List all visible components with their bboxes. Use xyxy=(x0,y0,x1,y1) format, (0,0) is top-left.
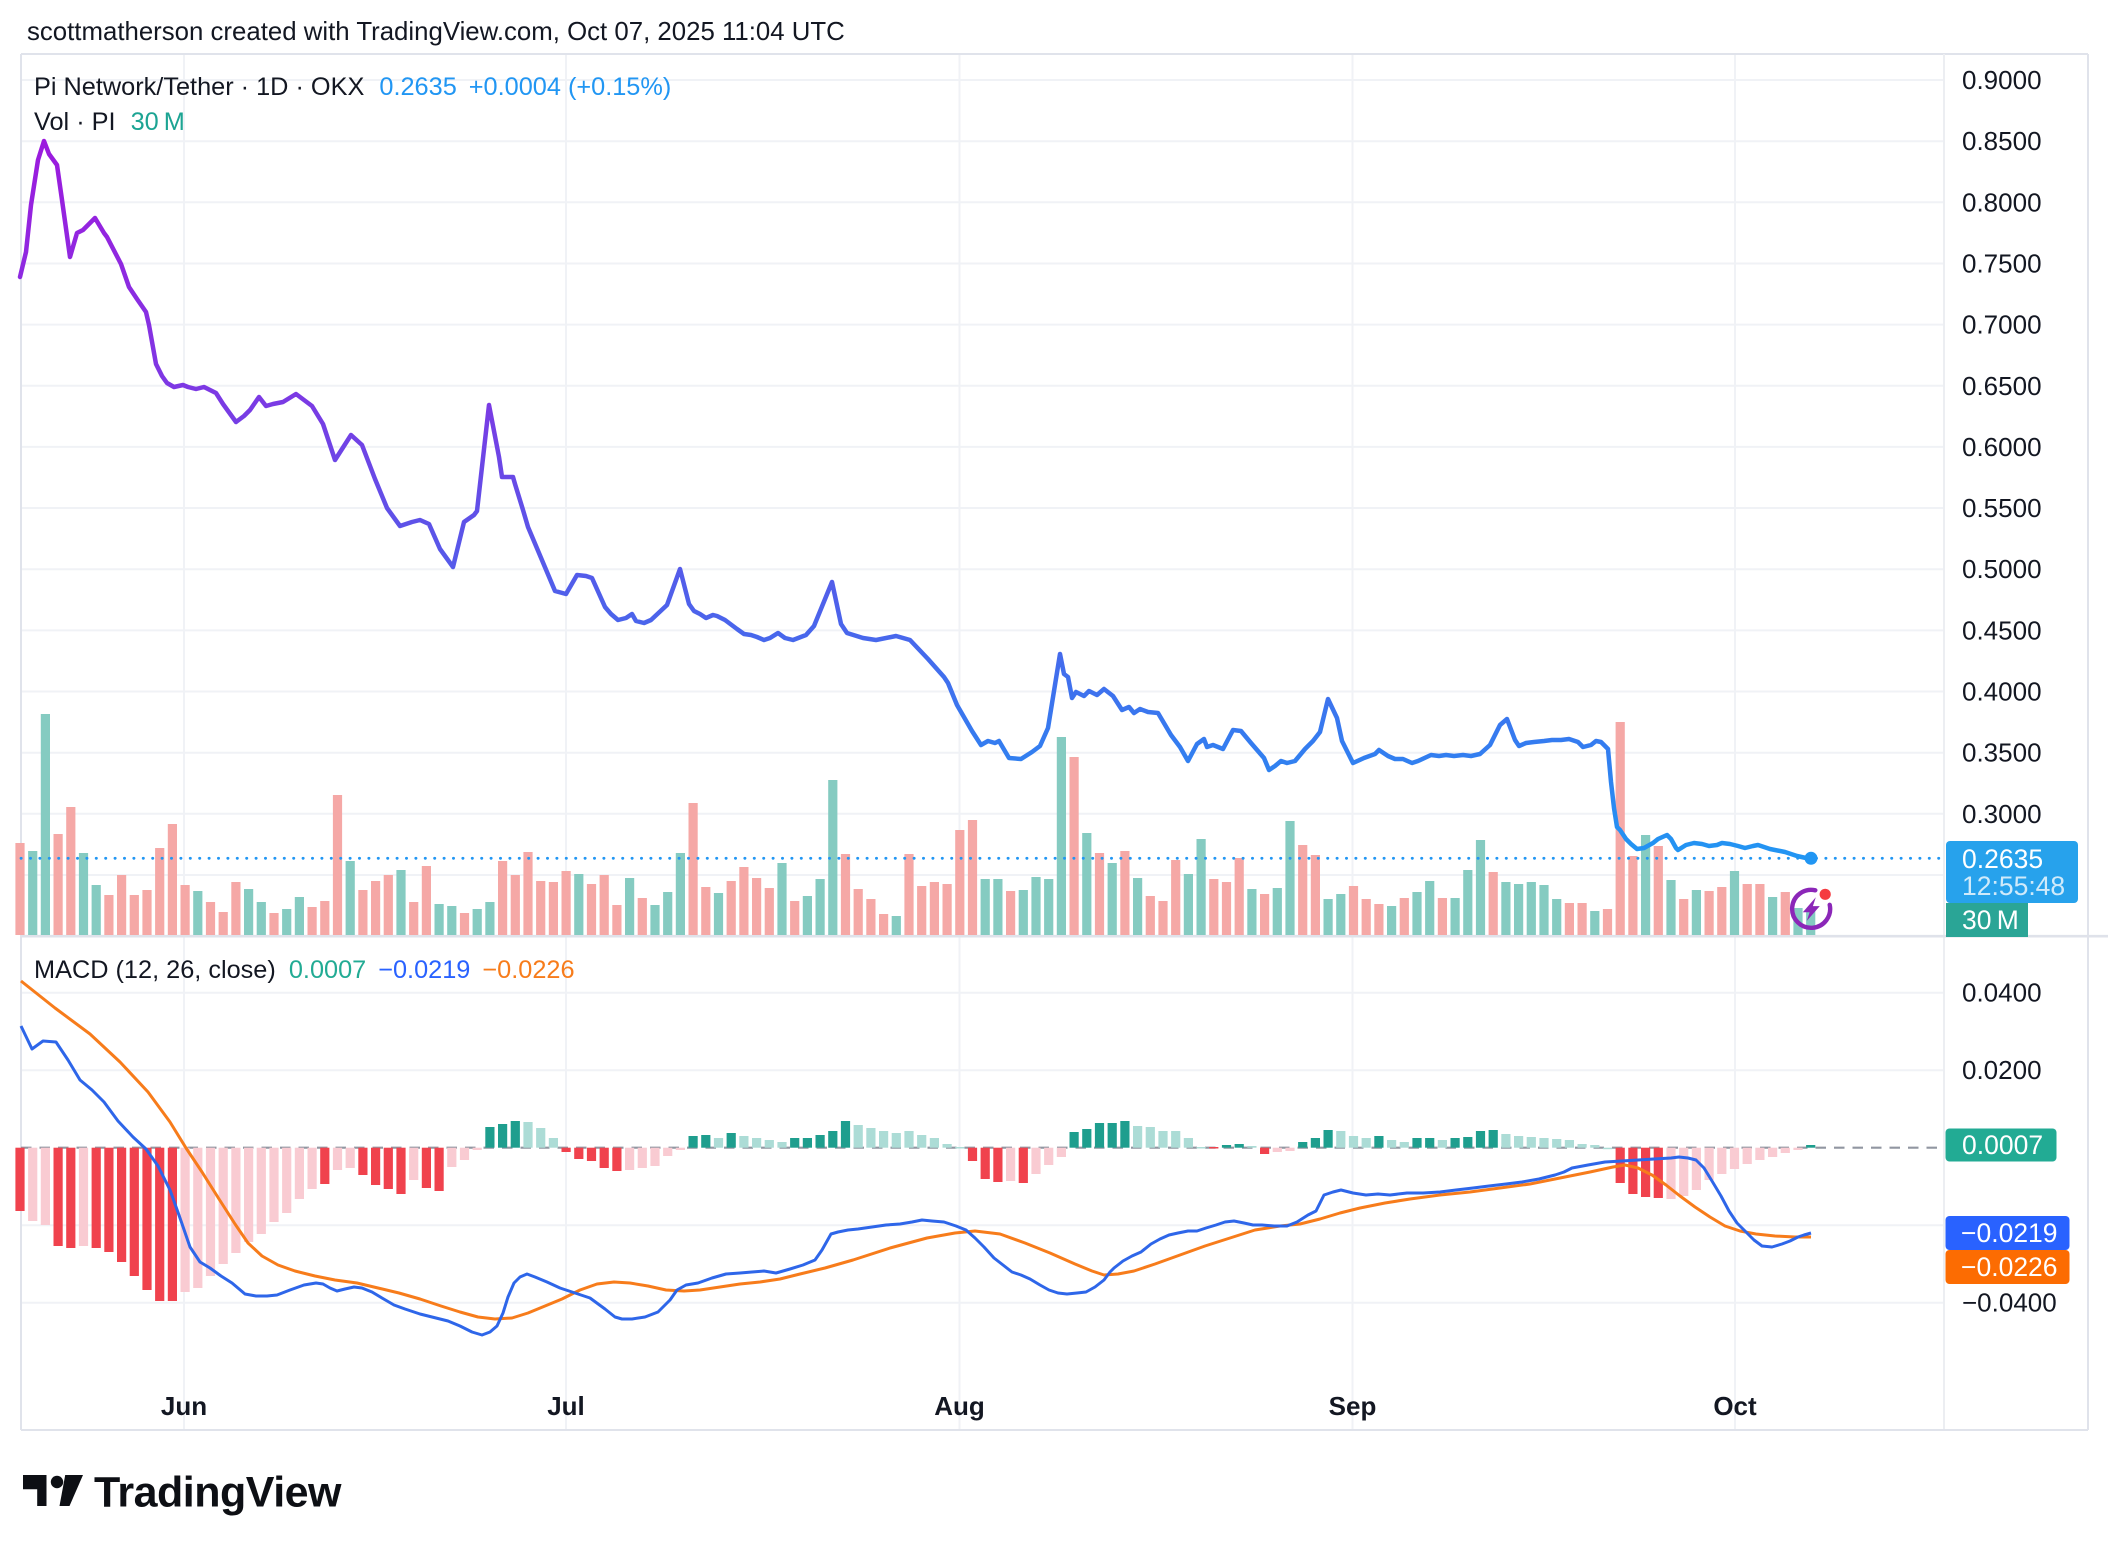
svg-text:12:55:48: 12:55:48 xyxy=(1962,871,2065,901)
svg-text:0.5000: 0.5000 xyxy=(1962,554,2042,584)
svg-text:−0.0226: −0.0226 xyxy=(1961,1252,2058,1282)
svg-text:TradingView: TradingView xyxy=(94,1469,342,1517)
svg-text:Vol · PI 30 M: Vol · PI 30 M xyxy=(34,108,185,136)
svg-text:0.3000: 0.3000 xyxy=(1962,799,2042,829)
svg-text:0.0200: 0.0200 xyxy=(1962,1055,2042,1085)
svg-text:0.3500: 0.3500 xyxy=(1962,738,2042,768)
svg-text:30 M: 30 M xyxy=(1962,905,2019,935)
svg-text:0.6500: 0.6500 xyxy=(1962,371,2042,401)
svg-text:0.8500: 0.8500 xyxy=(1962,126,2042,156)
svg-text:0.7000: 0.7000 xyxy=(1962,310,2042,340)
svg-text:Oct: Oct xyxy=(1713,1391,1757,1421)
svg-text:Pi Network/Tether · 1D · OKX 0: Pi Network/Tether · 1D · OKX 0.2635 +0.00… xyxy=(34,73,671,101)
svg-text:MACD (12, 26, close) 0.0007−0.: MACD (12, 26, close) 0.0007 −0.0219 −0.022… xyxy=(34,956,575,984)
svg-text:−0.0219: −0.0219 xyxy=(1961,1218,2058,1248)
svg-text:0.8000: 0.8000 xyxy=(1962,187,2042,217)
svg-text:0.5500: 0.5500 xyxy=(1962,493,2042,523)
svg-text:−0.0400: −0.0400 xyxy=(1962,1288,2057,1318)
svg-text:0.4500: 0.4500 xyxy=(1962,615,2042,645)
svg-text:0.9000: 0.9000 xyxy=(1962,65,2042,95)
svg-text:Aug: Aug xyxy=(934,1391,985,1421)
svg-text:scottmatherson created with Tr: scottmatherson created with TradingView.… xyxy=(27,18,845,46)
svg-text:0.0400: 0.0400 xyxy=(1962,978,2042,1008)
svg-text:Sep: Sep xyxy=(1329,1391,1377,1421)
svg-text:0.6000: 0.6000 xyxy=(1962,432,2042,462)
svg-text:0.7500: 0.7500 xyxy=(1962,249,2042,279)
svg-text:0.2635: 0.2635 xyxy=(1962,844,2043,874)
svg-text:Jul: Jul xyxy=(547,1391,585,1421)
svg-text:0.0007: 0.0007 xyxy=(1962,1130,2043,1160)
svg-text:Jun: Jun xyxy=(161,1391,207,1421)
svg-text:0.4000: 0.4000 xyxy=(1962,677,2042,707)
